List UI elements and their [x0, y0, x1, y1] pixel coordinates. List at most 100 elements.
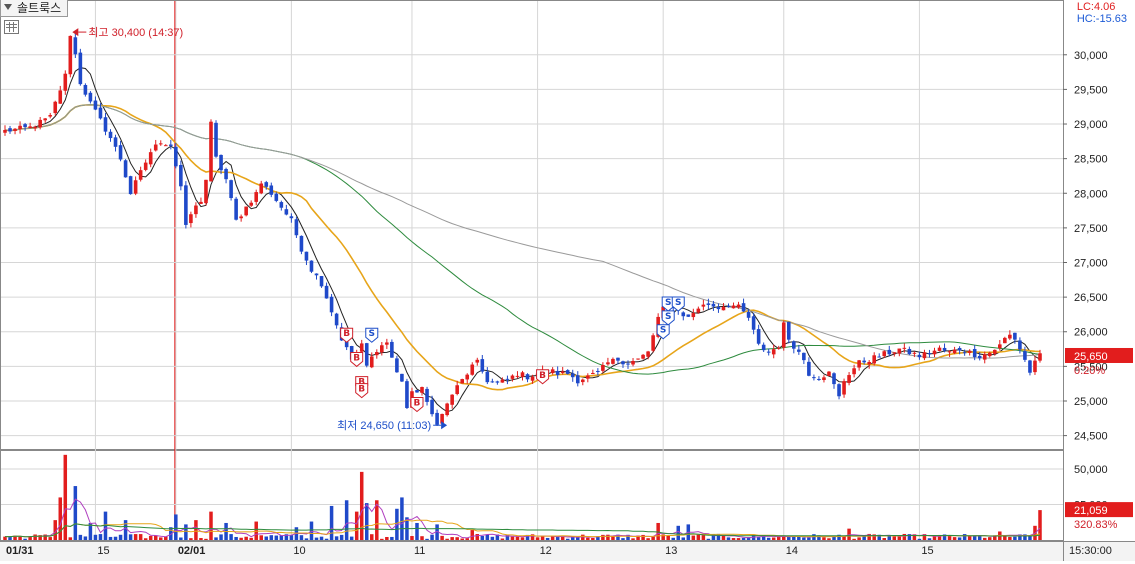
- volume-bar: [982, 537, 987, 540]
- volume-bar: [279, 535, 284, 540]
- low-arrow-icon: [441, 421, 448, 430]
- candle-body: [138, 170, 143, 180]
- candle-body: [962, 352, 967, 354]
- volume-bar: [807, 537, 811, 540]
- y-tick-label: 29,500: [1074, 84, 1108, 96]
- volume-bar: [766, 537, 771, 540]
- candle-body: [425, 388, 429, 402]
- candle-body: [440, 413, 444, 424]
- candle-body: [751, 316, 756, 330]
- volume-panel-frame: [0, 450, 1064, 541]
- high-arrow-icon: [72, 28, 79, 37]
- candle-body: [626, 363, 630, 365]
- volume-bar: [133, 534, 138, 540]
- volume-bar: [1013, 536, 1017, 540]
- volume-bar: [415, 522, 419, 540]
- volume-bar: [555, 536, 560, 540]
- volume-bar: [565, 538, 570, 540]
- volume-bar: [113, 536, 118, 540]
- volume-bar: [465, 538, 469, 540]
- volume-bar: [108, 536, 113, 540]
- volume-bar: [661, 534, 665, 540]
- candle-body: [314, 273, 319, 276]
- candle-body: [249, 202, 253, 206]
- candle-body: [822, 377, 826, 381]
- candle-body: [289, 216, 294, 219]
- y-tick-label: 29,000: [1074, 119, 1108, 131]
- candle-body: [299, 235, 304, 252]
- marker-letter: S: [665, 312, 671, 322]
- candle-body: [515, 375, 520, 377]
- volume-bar: [455, 537, 459, 540]
- candle-body: [992, 349, 997, 354]
- volume-bar: [143, 538, 148, 540]
- volume-bar: [957, 537, 962, 540]
- candle-body: [1028, 360, 1032, 373]
- volume-bar: [656, 522, 660, 540]
- volume-bar: [535, 537, 540, 540]
- candle-body: [636, 358, 640, 360]
- volume-bar: [691, 535, 696, 540]
- volume-bar: [229, 534, 233, 540]
- marker-letter: S: [660, 326, 666, 336]
- candle-body: [721, 306, 726, 311]
- volume-bar: [314, 537, 319, 540]
- volume-bar: [28, 536, 32, 540]
- candle-body: [857, 360, 861, 368]
- sell-signal-marker: S: [365, 327, 379, 343]
- candle-body: [194, 205, 198, 215]
- candle-body: [832, 373, 836, 385]
- chevron-down-icon: [4, 4, 12, 10]
- candle-body: [209, 121, 213, 182]
- candle-body: [766, 351, 771, 353]
- volume-bar: [239, 537, 243, 540]
- symbol-tab[interactable]: 솔트룩스: [0, 0, 69, 17]
- candle-body: [113, 137, 118, 147]
- volume-bar: [601, 534, 605, 540]
- volume-bar: [440, 535, 444, 540]
- candle-body: [118, 145, 123, 160]
- candle-body: [917, 354, 922, 358]
- x-tick-label: 13: [665, 545, 677, 557]
- candle-body: [641, 354, 645, 359]
- candle-body: [148, 152, 153, 165]
- y-tick-label: 26,500: [1074, 292, 1108, 304]
- current-volume-change: 320.83%: [1074, 519, 1118, 531]
- volume-bar: [560, 536, 565, 540]
- candle-body: [169, 144, 173, 146]
- x-tick-label: 14: [786, 545, 798, 557]
- volume-bar: [199, 538, 203, 540]
- volume-bar: [83, 536, 88, 540]
- volume-bar: [776, 535, 781, 540]
- buy-signal-marker: B: [410, 396, 424, 413]
- candle-body: [651, 335, 655, 351]
- volume-bar: [540, 535, 545, 540]
- candle-body: [83, 84, 88, 95]
- candle-body: [143, 162, 148, 170]
- volume-bar: [792, 536, 796, 540]
- candle-body: [852, 368, 856, 375]
- candle-body: [18, 125, 22, 130]
- high-label: 최고 30,400 (14:37): [88, 26, 183, 39]
- volume-bar: [947, 535, 952, 540]
- candle-body: [395, 358, 399, 373]
- candle-body: [189, 214, 193, 224]
- candle-body: [897, 348, 902, 354]
- volume-bar: [299, 535, 304, 540]
- buy-signal-marker: B: [536, 369, 550, 385]
- candle-body: [1018, 340, 1022, 350]
- table-view-icon[interactable]: [4, 20, 19, 34]
- volume-bar: [194, 520, 198, 540]
- candle-body: [334, 313, 339, 326]
- candle-body: [570, 373, 575, 378]
- candle-body: [972, 349, 977, 358]
- volume-tick-label: 50,000: [1074, 464, 1108, 476]
- volume-bar: [716, 533, 721, 540]
- candle-body: [48, 115, 53, 117]
- volume-bar: [364, 503, 369, 540]
- volume-bar: [490, 536, 495, 540]
- candle-body: [686, 314, 691, 317]
- candle-body: [631, 360, 635, 365]
- volume-bar: [591, 537, 595, 540]
- volume-bar: [184, 524, 188, 540]
